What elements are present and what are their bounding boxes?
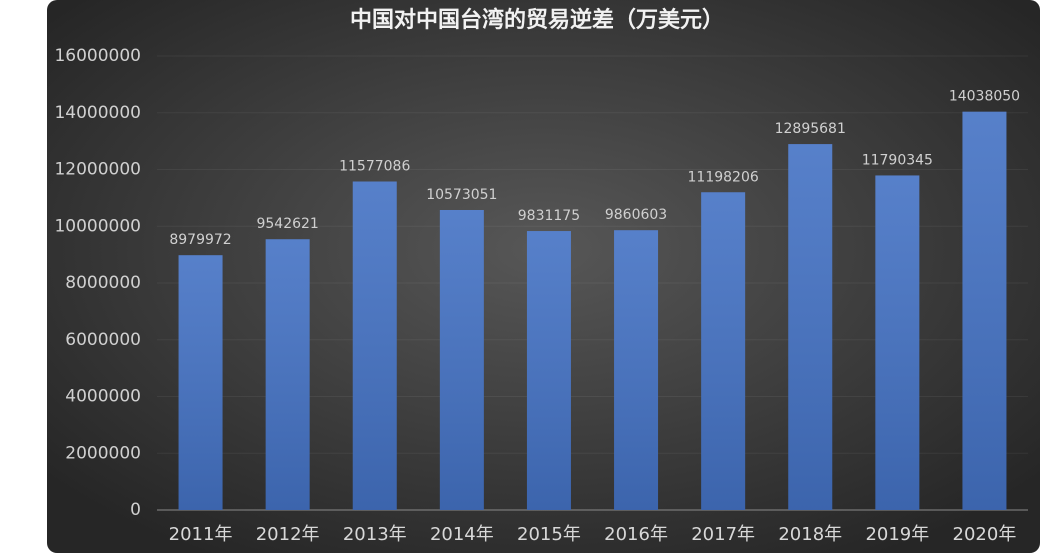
data-label: 10573051	[426, 187, 497, 203]
y-tick-label: 4000000	[65, 387, 141, 407]
x-tick-label: 2018年	[778, 524, 842, 545]
bar-shade	[788, 144, 833, 510]
x-tick-label: 2012年	[256, 524, 320, 545]
data-label: 9831175	[518, 208, 580, 224]
bar-shade	[614, 230, 659, 510]
y-tick-label: 6000000	[65, 330, 141, 350]
data-label: 14038050	[949, 89, 1020, 105]
data-label: 11790345	[862, 152, 933, 168]
x-tick-label: 2020年	[953, 524, 1017, 545]
data-label: 8979972	[169, 232, 231, 248]
chart-title: 中国对中国台湾的贸易逆差（万美元）	[350, 7, 724, 33]
y-tick-label: 2000000	[65, 443, 141, 463]
y-tick-label: 12000000	[54, 160, 141, 180]
data-label: 11577086	[339, 159, 410, 175]
bar-shade	[352, 181, 397, 510]
bar-shade	[701, 192, 746, 510]
bar-shade	[875, 175, 920, 510]
bar-shade	[265, 239, 310, 510]
bar-shade	[439, 209, 484, 510]
y-tick-label: 16000000	[54, 46, 141, 66]
data-label: 9860603	[605, 207, 667, 223]
data-label: 11198206	[688, 169, 759, 185]
data-label: 9542621	[256, 216, 318, 232]
bar-shade	[526, 231, 571, 510]
x-tick-label: 2011年	[169, 524, 233, 545]
y-tick-label: 10000000	[54, 216, 141, 236]
y-tick-label: 8000000	[65, 273, 141, 293]
data-label: 12895681	[775, 121, 846, 137]
x-tick-label: 2017年	[691, 524, 755, 545]
x-tick-label: 2015年	[517, 524, 581, 545]
x-tick-label: 2013年	[343, 524, 407, 545]
x-tick-label: 2019年	[865, 524, 929, 545]
y-tick-label: 14000000	[54, 103, 141, 123]
y-tick-label: 0	[130, 500, 141, 520]
x-tick-label: 2016年	[604, 524, 668, 545]
x-tick-label: 2014年	[430, 524, 494, 545]
bar-shade	[178, 255, 223, 510]
bar-shade	[962, 111, 1007, 510]
